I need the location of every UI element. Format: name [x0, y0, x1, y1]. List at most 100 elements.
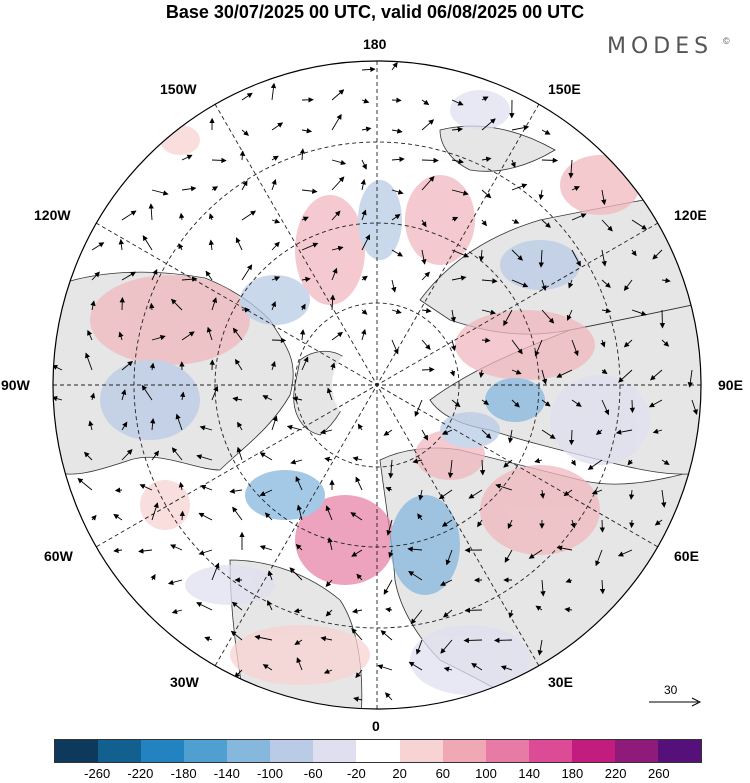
wind-vector-arrow [412, 458, 423, 464]
wind-vector-arrow [331, 210, 341, 221]
wind-vector-arrow [325, 505, 333, 521]
wind-vector-arrow [179, 510, 185, 521]
wind-vector-arrow [447, 459, 454, 479]
wind-vector-arrow [568, 159, 574, 179]
wind-vector-arrow [151, 189, 169, 196]
colorbar-tick-label: -60 [303, 766, 323, 781]
wind-vector-arrow [601, 368, 608, 375]
wind-vector-arrow [438, 489, 453, 500]
wind-vector-arrow [442, 429, 453, 435]
wind-vector-arrow [262, 395, 273, 401]
wind-vector-arrow [443, 666, 453, 672]
wind-vector-arrow [481, 118, 496, 131]
wind-vector-arrow [121, 421, 128, 431]
wind-vector-arrow [167, 579, 183, 586]
wind-vector-arrow [687, 369, 693, 388]
wind-vector-arrow [241, 180, 248, 191]
wind-vector-arrow [206, 326, 213, 341]
wind-vector-arrow [84, 352, 93, 371]
label-60e: 60E [674, 548, 699, 564]
wind-vector-arrow [556, 545, 573, 551]
wind-vector-arrow [331, 113, 342, 131]
wind-vector-arrow [691, 399, 698, 415]
wind-vector-arrow [511, 369, 522, 375]
reference-vector-label: 30 [664, 683, 678, 697]
wind-vector-arrow [587, 459, 603, 470]
wind-vector-arrow [324, 456, 333, 463]
wind-vector-arrow [478, 369, 485, 378]
wind-vector-arrow [301, 188, 318, 194]
wind-vector-arrow [351, 628, 363, 641]
wind-vector-arrow [211, 385, 219, 401]
colorbar-tick-label: 20 [392, 766, 407, 781]
wind-vector-arrow [179, 391, 186, 401]
wind-vector-arrow [149, 362, 156, 371]
wind-vector-arrow [571, 186, 580, 191]
wind-vector-arrow [361, 98, 370, 104]
wind-vector-arrow [421, 307, 432, 314]
wind-vector-arrow [121, 360, 133, 371]
wind-vector-arrow [327, 537, 333, 551]
wind-vector-arrow [289, 567, 303, 581]
wind-vector-arrow [53, 395, 63, 402]
colorbar-cell [356, 740, 400, 762]
wind-vector-arrow [451, 99, 464, 106]
wind-vector-arrow [208, 213, 215, 221]
label-120w: 120W [34, 207, 71, 223]
wind-vector-arrow [440, 639, 453, 654]
wind-vector-arrow [494, 637, 513, 644]
wind-vector-arrow [661, 489, 667, 508]
wind-vector-arrow [361, 309, 368, 315]
anomaly-shading [90, 90, 650, 695]
wind-vector-arrow [421, 176, 435, 191]
wind-vector-arrow [450, 339, 457, 352]
wind-vector-arrow [421, 99, 430, 106]
colorbar-cell [657, 740, 701, 762]
wind-vector-arrow [121, 271, 137, 281]
wind-vector-arrow [541, 157, 559, 164]
wind-vector-arrow [408, 661, 423, 671]
wind-vector-arrow [478, 249, 485, 262]
wind-vector-arrow [229, 488, 243, 494]
wind-vector-arrow [90, 514, 97, 521]
wind-vector-arrow [301, 276, 311, 283]
wind-vector-arrow [599, 579, 606, 595]
wind-vector-arrow [451, 399, 461, 408]
wind-vector-arrow [361, 328, 367, 341]
colorbar-tick-label: -20 [346, 766, 366, 781]
wind-vector-arrow [511, 249, 523, 261]
wind-vector-arrow [570, 519, 576, 529]
wind-vector-arrow [141, 384, 153, 401]
colorbar-cell [270, 740, 314, 762]
wind-vector-arrow [383, 579, 393, 595]
wind-vector-arrow [601, 189, 607, 206]
wind-vector-arrow [293, 607, 303, 614]
wind-vector-arrow [556, 369, 573, 378]
label-180: 180 [363, 36, 387, 52]
wind-vector-arrow [600, 339, 606, 348]
wind-vector-arrow [352, 456, 363, 462]
wind-vector-arrow [331, 245, 344, 252]
wind-vector-arrow [481, 278, 498, 284]
colorbar-tick-label: 60 [435, 766, 451, 781]
wind-vector-arrow [384, 692, 393, 701]
wind-vector-arrow [601, 308, 612, 314]
wind-vector-arrow [232, 506, 243, 521]
wind-vector-arrow [481, 337, 491, 343]
wind-vector-arrow [286, 424, 303, 431]
wind-vector-arrow [196, 454, 213, 461]
brand-copyright-mark: © [723, 36, 730, 46]
wind-vector-arrow [563, 489, 573, 497]
wind-vector-arrow [204, 636, 213, 642]
wind-vector-arrow [121, 449, 133, 461]
wind-vector-arrow [175, 413, 183, 431]
colorbar-cell [571, 740, 615, 762]
colorbar-tick-label: 220 [604, 766, 627, 781]
wind-vector-arrow [150, 574, 156, 581]
wind-vector-arrow [623, 279, 633, 292]
wind-vector-arrow [331, 267, 338, 281]
wind-vector-arrow [121, 389, 127, 401]
wind-vector-arrow [323, 668, 333, 674]
wind-vector-arrow [477, 519, 483, 528]
colorbar-cell [98, 740, 142, 762]
